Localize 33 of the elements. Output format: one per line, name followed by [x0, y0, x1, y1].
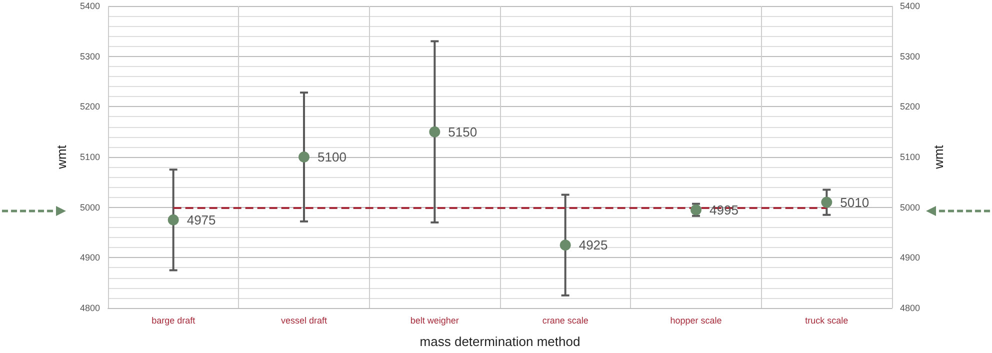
y2-tick-label: 5100	[900, 152, 920, 162]
y-axis-title: wmt	[54, 144, 69, 170]
y2-tick-label: 5300	[900, 51, 920, 62]
data-label: 5100	[318, 150, 346, 164]
y-tick-label: 5000	[80, 202, 100, 212]
point	[168, 214, 179, 226]
y2-axis-title: wmt	[931, 144, 946, 170]
data-label: 4975	[186, 212, 216, 228]
x-tick-label: vessel draft	[280, 316, 328, 326]
y-tick-label: 4800	[80, 303, 100, 313]
y2-tick-label: 4900	[900, 252, 920, 263]
x-axis-title: mass determination method	[420, 334, 580, 349]
y2-tick-label: 5000	[900, 202, 920, 212]
y-tick-label: 5400	[80, 1, 100, 11]
point	[821, 196, 832, 208]
x-tick-label: crane scale	[542, 316, 588, 326]
x-tick-label: truck scale	[805, 316, 848, 326]
y2-tick-label: 5200	[900, 102, 920, 112]
y2-tick-label: 5400	[900, 1, 920, 11]
y-tick-label: 5300	[80, 51, 100, 62]
x-tick-label: hopper scale	[670, 316, 722, 326]
y-tick-label: 4900	[80, 252, 100, 263]
data-label: 5150	[448, 124, 478, 140]
point	[560, 240, 571, 251]
data-label: 5010	[840, 194, 870, 210]
point	[298, 152, 310, 162]
data-label: 4925	[578, 238, 608, 253]
point	[429, 126, 440, 138]
x-tick-label: belt weigher	[410, 316, 459, 326]
x-tick-label: barge draft	[152, 316, 196, 326]
y-tick-label: 5200	[80, 102, 100, 112]
y-tick-label: 5100	[80, 152, 100, 162]
y2-tick-label: 4800	[900, 303, 920, 313]
